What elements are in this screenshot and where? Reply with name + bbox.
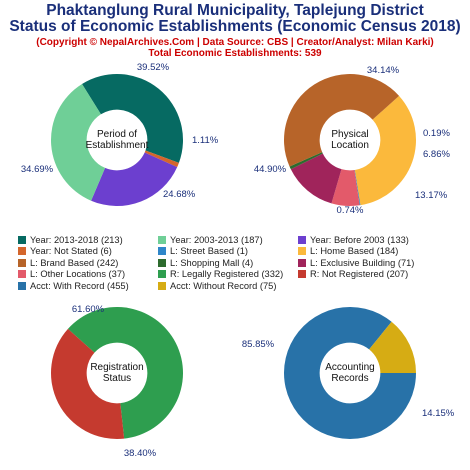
legend-row: Acct: With Record (455) Acct: Without Rec…	[18, 280, 468, 292]
legend-item: Year: 2013-2018 (213)	[18, 234, 158, 246]
legend-label: Acct: Without Record (75)	[170, 280, 277, 291]
donut-slice	[284, 74, 400, 167]
donut-slice	[354, 169, 361, 206]
legend-label: R: Legally Registered (332)	[170, 269, 284, 280]
legend-swatch	[18, 247, 26, 256]
legend-swatch	[298, 235, 306, 244]
donut-slice	[289, 152, 323, 170]
slice-pct-label: 0.19%	[423, 128, 450, 139]
donut-chart: 39.52% 1.11% 24.68% 34.69% Period ofEstablis…	[21, 62, 219, 206]
donut-slice	[51, 84, 106, 201]
legend-swatch	[158, 258, 166, 267]
legend-item: Acct: With Record (455)	[18, 280, 158, 292]
donut-slice	[82, 74, 183, 163]
slice-pct-label: 0.74%	[337, 205, 364, 216]
slice-pct-label: 24.68%	[163, 189, 196, 200]
legend-label: Acct: With Record (455)	[30, 280, 129, 291]
legend-item: L: Exclusive Building (71)	[298, 257, 458, 269]
donut-slice	[369, 321, 416, 373]
donut-center-label: Accounting	[325, 362, 374, 373]
legend-swatch	[298, 258, 306, 267]
legend-label: Year: 2003-2013 (187)	[170, 234, 263, 245]
donut-slice	[91, 152, 178, 206]
legend-swatch	[18, 235, 26, 244]
legend-swatch	[298, 247, 306, 256]
legend-item: Year: 2003-2013 (187)	[158, 234, 298, 246]
slice-pct-label: 34.69%	[21, 164, 54, 175]
chart-subtitle-credits: (Copyright © NepalArchives.Com | Data So…	[36, 37, 434, 48]
legend-row: Year: Not Stated (6) L: Street Based (1) L…	[18, 246, 468, 258]
slice-pct-label: 1.11%	[192, 135, 219, 146]
legend-row: Year: 2013-2018 (213) Year: 2003-2013 (18…	[18, 234, 468, 246]
legend-row: L: Other Locations (37) R: Legally Regist…	[18, 269, 468, 281]
legend-label: L: Street Based (1)	[170, 246, 249, 257]
slice-pct-label: 6.86%	[423, 149, 450, 160]
legend-swatch	[158, 235, 166, 244]
legend-label: L: Home Based (184)	[310, 246, 399, 257]
legend-label: Year: 2013-2018 (213)	[30, 234, 123, 245]
donut-center-label: Period of	[97, 129, 137, 140]
legend-swatch	[18, 281, 26, 290]
legend-label: Year: Before 2003 (133)	[310, 234, 409, 245]
slice-pct-label: 39.52%	[137, 62, 170, 73]
legend-label: R: Not Registered (207)	[310, 269, 409, 280]
legend-item: Year: Not Stated (6)	[18, 246, 158, 258]
legend-swatch	[158, 270, 166, 279]
donut-center-label: Status	[103, 373, 131, 384]
donut-slice	[67, 307, 183, 439]
legend-item: L: Home Based (184)	[298, 246, 458, 258]
donut-center-label: Records	[331, 373, 368, 384]
legend-label: L: Exclusive Building (71)	[310, 257, 415, 268]
chart-title-line1: Phaktanglung Rural Municipality, Tapleju…	[46, 2, 424, 19]
legend-item: L: Street Based (1)	[158, 246, 298, 258]
legend-label: L: Shopping Mall (4)	[170, 257, 254, 268]
donut-slice	[50, 328, 125, 439]
legend-label: Year: Not Stated (6)	[30, 246, 112, 257]
legend-item: Year: Before 2003 (133)	[298, 234, 458, 246]
legend-label: L: Brand Based (242)	[30, 257, 119, 268]
donut-slice	[290, 153, 342, 204]
slice-pct-label: 14.15%	[422, 408, 455, 419]
slice-pct-label: 85.85%	[242, 339, 275, 350]
chart-title-line2: Status of Economic Establishments (Econo…	[9, 18, 461, 35]
donut-center-label: Registration	[90, 362, 143, 373]
chart-header: Phaktanglung Rural Municipality, Tapleju…	[0, 0, 470, 60]
legend-item: R: Not Registered (207)	[298, 269, 458, 281]
donut-slice	[144, 150, 179, 168]
slice-pct-label: 61.60%	[72, 304, 105, 315]
donut-slice	[354, 95, 416, 206]
legend-item: L: Shopping Mall (4)	[158, 257, 298, 269]
legend-swatch	[298, 270, 306, 279]
chart-subtitle-total: Total Economic Establishments: 539	[148, 48, 322, 59]
legend: Year: 2013-2018 (213) Year: 2003-2013 (18…	[18, 234, 468, 292]
donut-chart: 34.14% 0.19% 6.86% 13.17% 0.74% 44.90% Physica…	[254, 65, 451, 216]
donut-slice	[283, 306, 416, 439]
legend-label: L: Other Locations (37)	[30, 269, 126, 280]
legend-item: L: Brand Based (242)	[18, 257, 158, 269]
donut-center-label: Location	[331, 140, 369, 151]
legend-item: Acct: Without Record (75)	[158, 280, 298, 292]
donut-center-label: Physical	[331, 129, 368, 140]
slice-pct-label: 44.90%	[254, 164, 287, 175]
legend-swatch	[158, 247, 166, 256]
legend-swatch	[18, 258, 26, 267]
legend-row: L: Brand Based (242) L: Shopping Mall (4)…	[18, 257, 468, 269]
donut-slice	[331, 169, 360, 206]
legend-item: L: Other Locations (37)	[18, 269, 158, 281]
legend-swatch	[158, 281, 166, 290]
slice-pct-label: 13.17%	[415, 190, 448, 201]
slice-pct-label: 34.14%	[367, 65, 400, 76]
legend-swatch	[18, 270, 26, 279]
slice-pct-label: 38.40%	[124, 448, 157, 459]
legend-item: R: Legally Registered (332)	[158, 269, 298, 281]
donut-center-label: Establishment	[86, 140, 149, 151]
